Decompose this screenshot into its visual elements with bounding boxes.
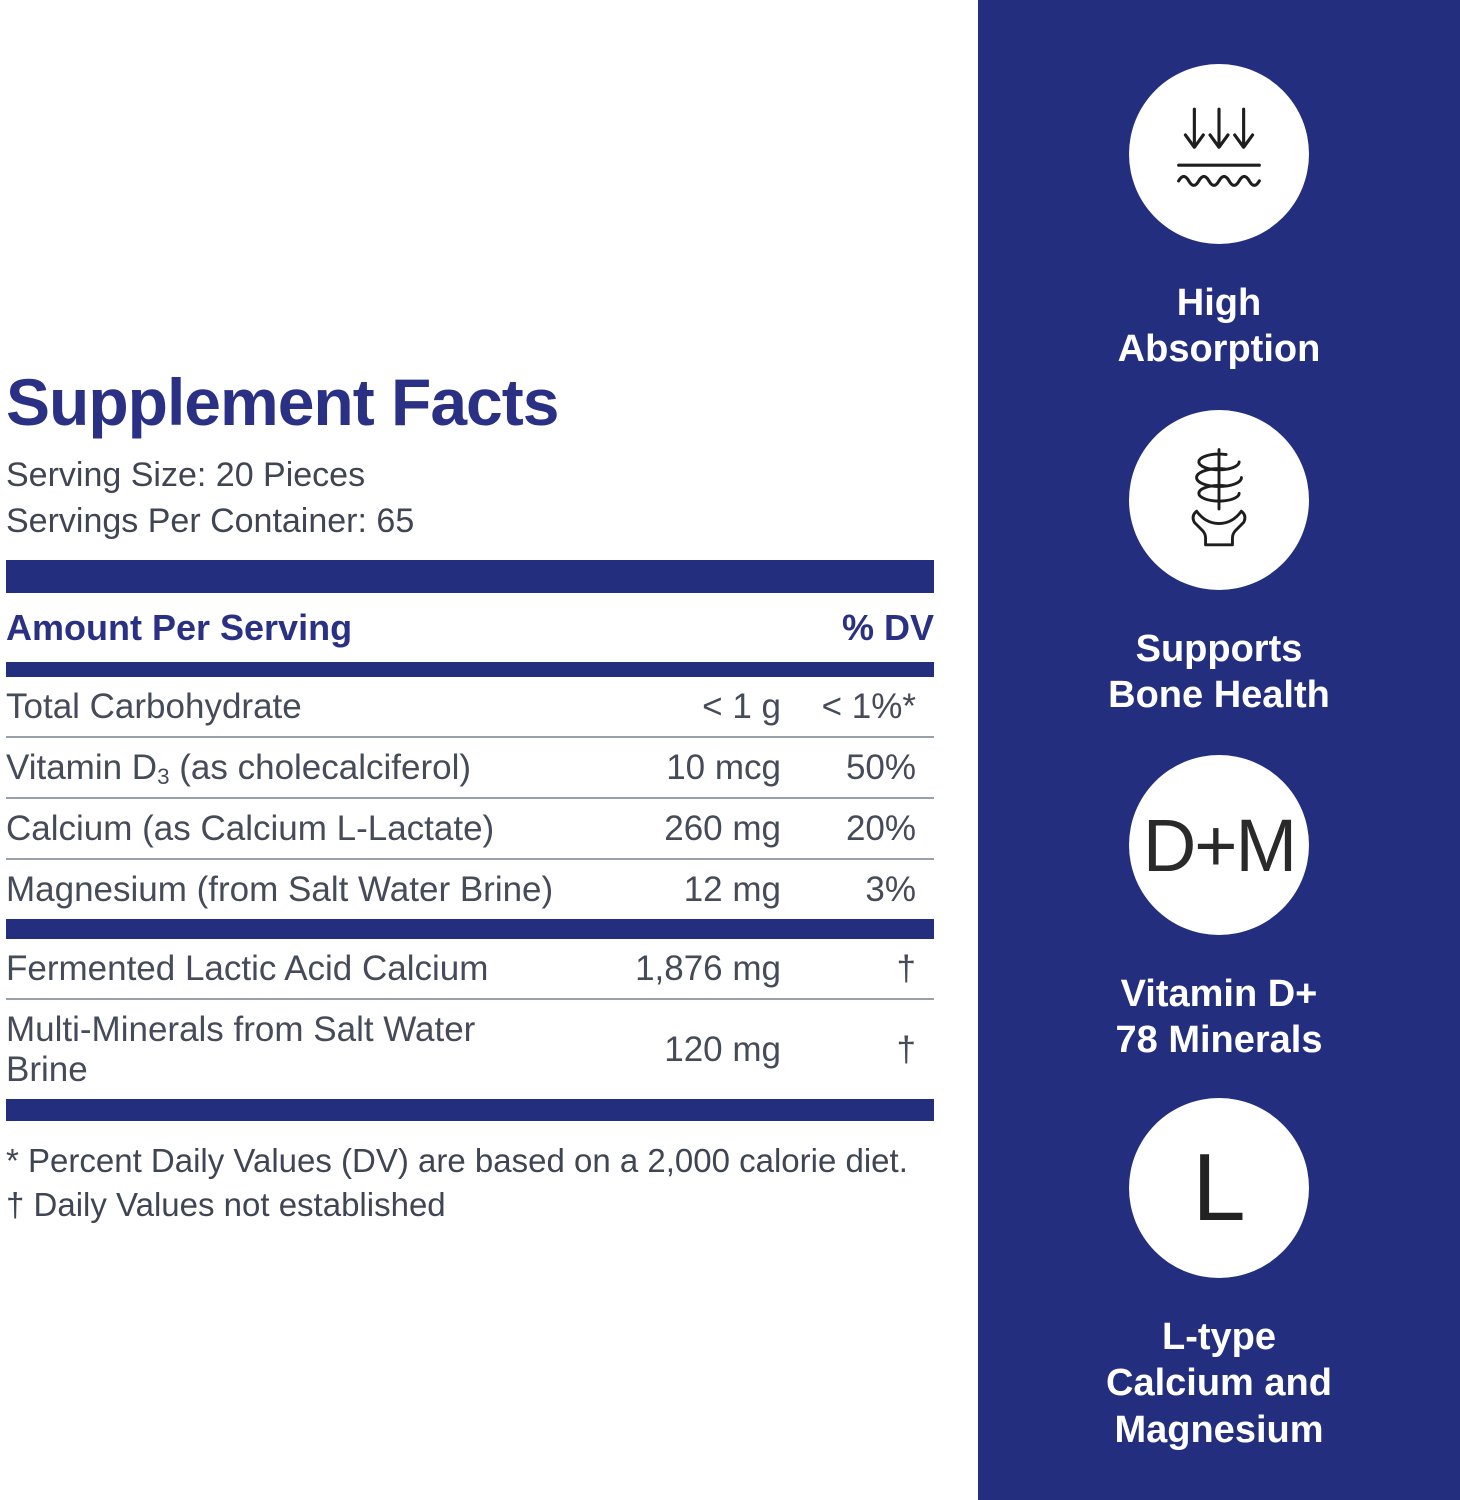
d-plus-m-circle: D+M [1129, 755, 1309, 935]
nutrient-dv: < 1%* [821, 687, 916, 727]
supplement-facts-panel: Supplement Facts Serving Size: 20 Pieces… [6, 365, 934, 1226]
subscript-3: 3 [157, 764, 170, 790]
feature-high-absorption: High Absorption [978, 64, 1460, 373]
absorption-arrows-icon [1177, 107, 1261, 187]
servings-value: 65 [376, 501, 415, 540]
nutrient-name: Fermented Lactic Acid Calcium [6, 949, 489, 989]
high-absorption-circle [1129, 64, 1309, 244]
spine-icon [1191, 448, 1247, 547]
l-monogram-circle: L [1129, 1098, 1309, 1278]
d-plus-m-monogram: D+M [1142, 803, 1297, 887]
bone-health-circle [1129, 410, 1309, 590]
divider-bar-bottom [6, 1099, 934, 1122]
nutrient-amount: 10 mcg [666, 748, 781, 788]
feature-l-type-calcium-magnesium: L L-type Calcium and Magnesium [978, 1098, 1460, 1453]
nutrient-dv: 20% [845, 809, 916, 849]
table-header: Amount Per Serving % DV [6, 593, 934, 662]
feature-sidebar: High Absorption Supports Bone Health D+M… [978, 0, 1460, 1500]
feature-vitamin-d-minerals: D+M Vitamin D+ 78 Minerals [978, 755, 1460, 1064]
servings-label: Servings Per Container: [6, 501, 367, 540]
nutrient-name: Vitamin D3 (as cholecalciferol) [6, 748, 472, 790]
table-row-calcium: Calcium (as Calcium L-Lactate) 260 mg 20… [6, 799, 934, 861]
l-monogram: L [1192, 1134, 1246, 1241]
nutrient-name: Calcium (as Calcium L-Lactate) [6, 809, 495, 849]
divider-bar-header [6, 662, 934, 678]
serving-size-label: Serving Size: [6, 456, 207, 495]
servings-per-container-line: Servings Per Container: 65 [6, 499, 934, 545]
nutrient-amount: < 1 g [702, 687, 781, 727]
nutrient-dv: 50% [845, 748, 916, 788]
feature-label-high-absorption: High Absorption [1117, 282, 1321, 371]
table-row-total-carbohydrate: Total Carbohydrate < 1 g < 1%* [6, 677, 934, 739]
nutrient-name: Magnesium (from Salt Water Brine) [6, 870, 554, 910]
nutrient-dv: † [896, 1030, 916, 1070]
footnote-percent-dv: * Percent Daily Values (DV) are based on… [6, 1142, 908, 1180]
nutrient-name: Total Carbohydrate [6, 687, 302, 727]
table-row-vitamin-d3: Vitamin D3 (as cholecalciferol) 10 mcg 5… [6, 738, 934, 800]
feature-label-l-type-calcium-magnesium: L-type Calcium and Magnesium [1106, 1316, 1332, 1451]
feature-supports-bone-health: Supports Bone Health [978, 410, 1460, 719]
nutrient-dv: 3% [865, 870, 916, 910]
nutrient-amount: 260 mg [664, 809, 781, 849]
serving-size-value: 20 Pieces [215, 456, 366, 495]
nutrient-amount: 1,876 mg [635, 949, 781, 989]
nutrient-dv: † [896, 949, 916, 989]
percent-dv-header: % DV [841, 607, 934, 649]
nutrient-amount: 12 mg [683, 870, 781, 910]
feature-label-supports-bone-health: Supports Bone Health [1108, 628, 1330, 717]
table-row-magnesium: Magnesium (from Salt Water Brine) 12 mg … [6, 860, 934, 919]
nutrient-amount: 120 mg [664, 1030, 781, 1070]
panel-title: Supplement Facts [6, 365, 559, 439]
table-row-fermented-lactic-acid-calcium: Fermented Lactic Acid Calcium 1,876 mg † [6, 939, 934, 1001]
table-row-multi-minerals: Multi-Minerals from Salt Water Brine 120… [6, 1000, 934, 1099]
serving-size-line: Serving Size: 20 Pieces [6, 453, 934, 499]
nutrient-name: Multi-Minerals from Salt Water Brine [6, 1010, 476, 1090]
divider-bar-middle [6, 919, 934, 940]
divider-bar-top [6, 560, 934, 594]
feature-label-vitamin-d-minerals: Vitamin D+ 78 Minerals [1115, 973, 1323, 1062]
footnote-daily-values: † Daily Values not established [6, 1185, 446, 1223]
amount-per-serving-header: Amount Per Serving [6, 607, 353, 649]
